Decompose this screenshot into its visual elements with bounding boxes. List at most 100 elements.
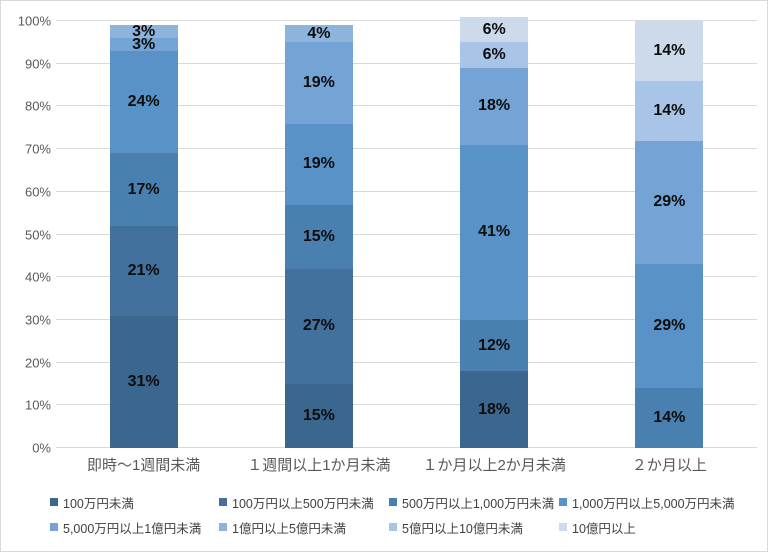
bar-segment: 14% (635, 21, 704, 81)
legend-swatch-icon (50, 498, 58, 506)
y-axis-tick-label: 40% (24, 269, 51, 285)
bar-segment: 14% (635, 388, 704, 448)
gridline (56, 361, 757, 363)
bar-segment: 4% (284, 24, 353, 43)
bar-segment: 3% (109, 22, 178, 40)
bar-2: 15% 27% 15% 19% 19% 4% (284, 21, 353, 448)
gridline (56, 62, 757, 64)
bar-segment: 21% (109, 225, 178, 316)
bar-4: 14% 29% 29% 14% 14% (635, 21, 704, 448)
bar-segment: 3% (109, 35, 178, 53)
bar-segment-label: 6% (482, 46, 506, 64)
legend-label: 1,000万円以上5,000万円未満 (572, 496, 735, 511)
gridline (56, 105, 757, 107)
gridline (56, 276, 757, 278)
bar-segment-label: 6% (482, 20, 506, 38)
bar-segment: 27% (284, 268, 353, 384)
bar-segment-label: 3% (132, 35, 156, 53)
bar-segment-label: 3% (132, 22, 156, 40)
bar-segment: 18% (460, 67, 529, 145)
y-axis-tick-label: 0% (32, 440, 51, 456)
bar-segment: 31% (109, 315, 178, 448)
gridline (56, 148, 757, 150)
bar-segment-label: 24% (127, 93, 160, 111)
bar-segment-label: 18% (478, 400, 511, 418)
legend-label: 10億円以上 (572, 521, 636, 536)
legend-swatch-icon (389, 498, 397, 506)
bar-segment: 12% (460, 319, 529, 372)
bar-segment-label: 12% (478, 336, 511, 354)
category-label: １か月以上2か月未満 (422, 457, 566, 474)
bar-segment-label: 27% (302, 317, 335, 335)
bar-segment-label: 21% (127, 261, 160, 279)
bar-segment: 29% (635, 140, 704, 265)
legend-item: 1億円以上5億円未満 (219, 519, 346, 536)
legend-item: 5,000万円以上1億円未満 (50, 519, 202, 536)
bar-segment-label: 14% (653, 409, 686, 427)
bar-segment: 6% (460, 16, 529, 43)
bar-segment: 15% (284, 204, 353, 269)
legend-item: 500万円以上1,000万円未満 (389, 494, 555, 511)
bar-segment-label: 29% (653, 193, 686, 211)
bar-segment-label: 17% (127, 180, 160, 198)
bar-segment-label: 15% (302, 406, 335, 424)
bar-segment-label: 41% (478, 223, 511, 241)
bar-segment-label: 14% (653, 41, 686, 59)
legend-item: 100万円未満 (50, 494, 134, 511)
legend-label: 500万円以上1,000万円未満 (402, 496, 555, 511)
legend-swatch-icon (559, 498, 567, 506)
category-label: 即時～1週間未満 (86, 457, 201, 474)
y-axis-tick-label: 60% (24, 184, 51, 200)
y-axis-tick-label: 20% (24, 355, 51, 371)
bar-segment-label: 15% (302, 227, 335, 245)
bar-1: 31% 21% 17% 24% 3% 3% (109, 21, 178, 448)
legend-swatch-icon (219, 523, 227, 531)
legend-label: 5,000万円以上1億円未満 (63, 521, 202, 536)
bar-segment: 19% (284, 123, 353, 205)
legend-label: 1億円以上5億円未満 (232, 521, 346, 536)
y-axis-tick-label: 100% (17, 13, 51, 29)
bar-segment-label: 4% (307, 24, 331, 42)
y-axis-tick-label: 10% (24, 397, 51, 413)
legend-swatch-icon (389, 523, 397, 531)
gridline (56, 20, 757, 21)
plot-area: 31% 21% 17% 24% 3% 3% 15% 27% 15% 19% 19% 4% 18% 12% 4… (56, 16, 757, 448)
gridline (56, 404, 757, 406)
bar-segment: 17% (109, 153, 178, 226)
category-label: １週間以上1か月未満 (247, 457, 391, 474)
legend-label: 100万円以上500万円未満 (232, 496, 374, 511)
bar-segment: 19% (284, 42, 353, 124)
bar-segment: 24% (109, 50, 178, 154)
bar-segment: 29% (635, 264, 704, 389)
bar-segment-label: 18% (478, 97, 511, 115)
legend-item: 100万円以上500万円未満 (219, 494, 374, 511)
bar-segment-label: 19% (302, 73, 335, 91)
gridline (56, 190, 757, 192)
legend-item: 1,000万円以上5,000万円未満 (559, 494, 735, 511)
y-axis-tick-label: 50% (24, 227, 51, 242)
bar-3: 18% 12% 41% 18% 6% 6% (460, 16, 529, 448)
y-axis-tick-label: 70% (24, 141, 51, 157)
gridline (56, 233, 757, 235)
legend-swatch-icon (219, 498, 227, 506)
legend-item: 5億円以上10億円未満 (389, 519, 523, 536)
bar-segment: 15% (284, 383, 353, 448)
bar-segment-label: 14% (653, 101, 686, 119)
bar-segment: 18% (460, 371, 529, 448)
legend-swatch-icon (50, 523, 58, 531)
bar-segment-label: 19% (302, 155, 335, 173)
category-label: ２か月以上 (631, 457, 707, 474)
bar-segment: 41% (460, 144, 529, 320)
bar-segment-label: 31% (127, 372, 160, 390)
legend-item: 10億円以上 (559, 519, 636, 536)
y-axis-tick-label: 80% (24, 98, 51, 114)
legend-label: 5億円以上10億円未満 (402, 521, 523, 536)
bar-segment-label: 29% (653, 317, 686, 335)
gridline (56, 318, 757, 320)
y-axis-tick-label: 90% (24, 56, 51, 72)
legend-swatch-icon (559, 523, 567, 531)
bar-segment: 6% (460, 42, 529, 68)
legend-label: 100万円未満 (63, 496, 134, 511)
gridline (56, 447, 757, 448)
